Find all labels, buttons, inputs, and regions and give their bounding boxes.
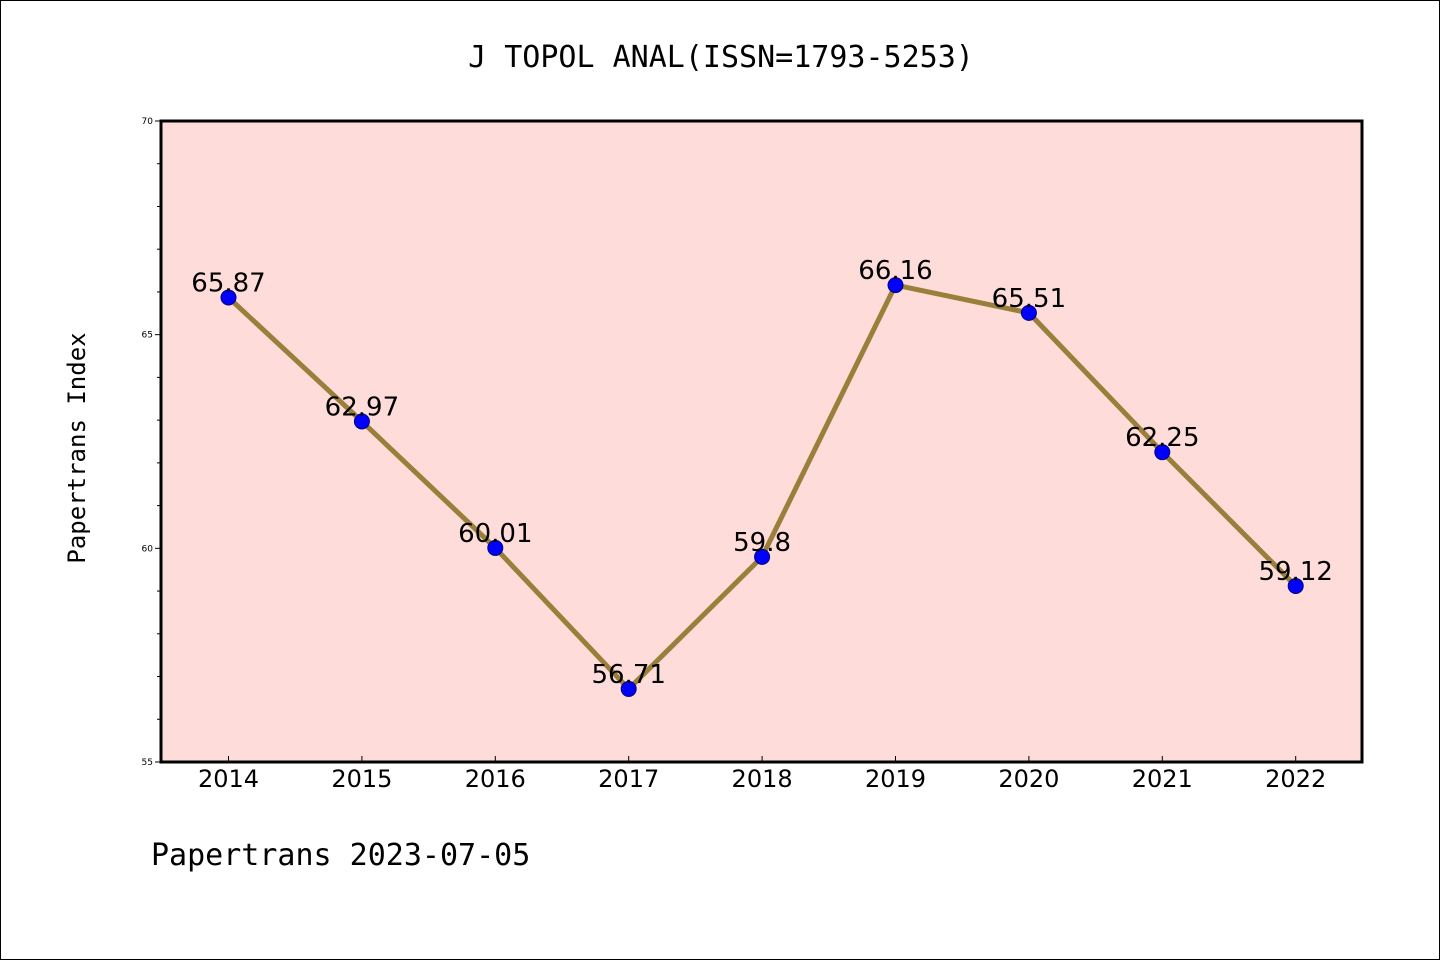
x-tick-label: 2019 bbox=[865, 765, 926, 793]
data-points bbox=[220, 277, 1304, 697]
data-point bbox=[1287, 577, 1304, 594]
data-label: 66.16 bbox=[858, 256, 932, 286]
data-point bbox=[1154, 444, 1171, 461]
data-point bbox=[220, 289, 237, 306]
data-label: 65.87 bbox=[191, 268, 265, 298]
y-tick-label: 55 bbox=[142, 758, 153, 768]
data-point bbox=[887, 277, 904, 294]
y-tick-label: 60 bbox=[142, 544, 154, 554]
y-tick-label: 65 bbox=[142, 331, 153, 341]
data-point bbox=[487, 539, 504, 556]
data-point bbox=[754, 548, 771, 565]
x-tick-label: 2014 bbox=[198, 765, 259, 793]
data-label: 59.12 bbox=[1258, 557, 1332, 587]
x-tick-label: 2016 bbox=[465, 765, 526, 793]
data-labels: 65.87 62.97 60.01 56.71 59.8 66.16 65.51 62.25 5… bbox=[191, 256, 1333, 690]
x-axis-ticks: 2014 2015 2016 2017 2018 2019 2020 2021 2022 bbox=[198, 756, 1326, 793]
y-tick-label: 70 bbox=[142, 117, 154, 127]
data-point bbox=[353, 413, 370, 430]
data-label: 56.71 bbox=[591, 660, 665, 690]
x-tick-label: 2017 bbox=[598, 765, 659, 793]
data-label: 62.25 bbox=[1125, 423, 1199, 453]
x-tick-label: 2022 bbox=[1265, 765, 1326, 793]
chart-title: J TOPOL ANAL(ISSN=1793-5253) bbox=[468, 40, 974, 75]
y-axis-label: Papertrans Index bbox=[63, 332, 91, 563]
x-tick-label: 2018 bbox=[732, 765, 793, 793]
data-label: 59.8 bbox=[733, 528, 791, 558]
data-point bbox=[1020, 304, 1037, 321]
data-label: 65.51 bbox=[992, 284, 1066, 314]
x-tick-label: 2021 bbox=[1132, 765, 1193, 793]
footer-source-date: Papertrans 2023-07-05 bbox=[151, 838, 530, 873]
x-tick-label: 2020 bbox=[998, 765, 1059, 793]
plot-area bbox=[159, 119, 1364, 764]
x-tick-label: 2015 bbox=[331, 765, 392, 793]
data-point bbox=[620, 680, 637, 697]
y-axis-ticks: 55 60 65 70 bbox=[142, 117, 161, 768]
data-label: 60.01 bbox=[458, 519, 532, 549]
data-label: 62.97 bbox=[325, 392, 399, 422]
